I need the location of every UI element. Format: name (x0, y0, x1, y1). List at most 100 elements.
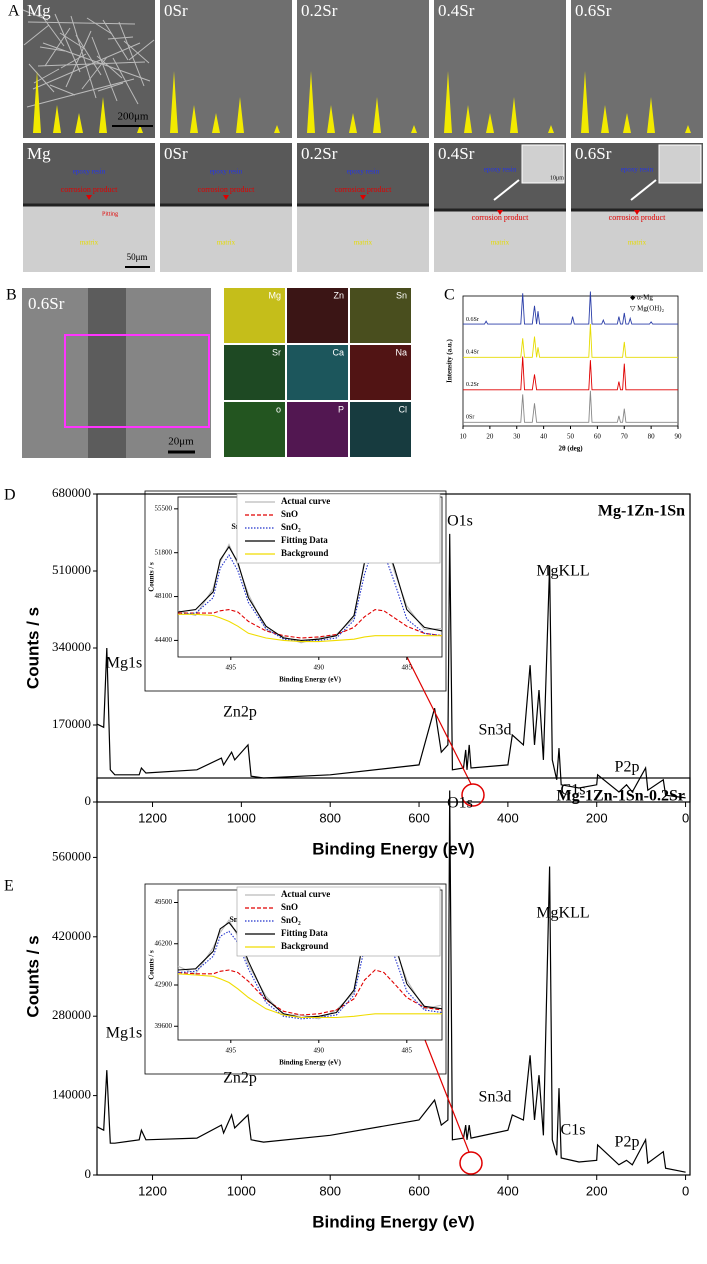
series-line (177, 540, 443, 643)
y-tick-label: 510000 (52, 562, 91, 577)
annotation-pitting: Pitting (102, 211, 118, 217)
arrow-marker (360, 195, 366, 200)
sample-label: 0.6Sr (575, 1, 612, 20)
panel-label: E (4, 878, 14, 895)
annotation-corrosion: corrosion product (472, 213, 529, 222)
x-tick-label: 0 (682, 1183, 689, 1198)
peak-label: Mg1s (106, 1025, 142, 1042)
peak-label: MgKLL (536, 563, 589, 580)
y-axis-label: Counts / s (23, 607, 42, 689)
y-axis-label: Counts / s (148, 950, 156, 980)
sem-image (160, 0, 292, 138)
element-label: Mg (268, 290, 281, 300)
x-tick-label: 200 (586, 1183, 608, 1198)
texture (70, 15, 97, 99)
x-axis-label: Binding Energy (eV) (312, 1212, 474, 1231)
series-line (463, 291, 678, 325)
eds-spectrum (438, 71, 554, 133)
x-tick-label: 490 (314, 664, 325, 672)
y-tick-label: 420000 (52, 928, 91, 943)
element-map (287, 345, 348, 400)
element-map-bg (224, 402, 285, 457)
y-axis-label: Counts / s (148, 562, 156, 592)
annotation-epoxy: epoxy resin (73, 168, 106, 176)
corrosion-layer (88, 288, 126, 458)
panel-label: A (8, 3, 20, 20)
x-tick-label: 485 (402, 664, 413, 672)
texture (39, 46, 66, 52)
peak-label: O1s (447, 513, 473, 530)
arrow-marker (86, 195, 92, 200)
eds-spectrum (301, 71, 417, 133)
y-tick-label: 560000 (52, 848, 91, 863)
eds-spectrum (575, 71, 691, 133)
cross-section-resin (160, 143, 292, 205)
sample-label: Mg (27, 1, 51, 20)
series-line (178, 609, 443, 639)
sample-label: 0.6Sr (575, 144, 612, 163)
legend-entry: SnO₂ (281, 522, 301, 532)
texture (23, 24, 50, 46)
element-map (287, 402, 348, 457)
element-map (224, 402, 285, 457)
y-tick-label: 51800 (155, 548, 173, 556)
series-line (463, 390, 678, 423)
x-tick-label: 400 (497, 1183, 519, 1198)
series-label: 0.4Sr (466, 349, 479, 355)
texture (44, 27, 71, 67)
texture (86, 17, 113, 35)
peak-label: Mg1s (106, 655, 142, 672)
y-tick-label: 0 (85, 793, 92, 808)
peak-label: Zn2p (223, 704, 257, 721)
x-tick-label: 200 (586, 810, 608, 825)
peak-label: Sn3d (479, 722, 512, 739)
y-tick-label: 340000 (52, 639, 91, 654)
element-label: P (338, 404, 344, 414)
x-tick-label: 30 (513, 433, 521, 441)
element-label: Na (395, 347, 407, 357)
element-map (287, 288, 348, 343)
panel-label: D (4, 487, 16, 504)
legend-entry: Actual curve (281, 889, 330, 899)
texture (91, 36, 118, 102)
x-tick-label: 600 (408, 1183, 430, 1198)
texture (49, 84, 76, 96)
texture (118, 21, 145, 87)
highlight-arrow (406, 656, 472, 785)
x-tick-label: 800 (319, 1183, 341, 1198)
x-axis-label: Binding Energy (eV) (279, 676, 342, 684)
cross-section-matrix (297, 205, 429, 272)
arrow-marker (634, 210, 640, 215)
highlight-circle (461, 783, 485, 807)
element-label: Sr (272, 347, 281, 357)
series-line (177, 969, 443, 1016)
texture (28, 63, 55, 93)
x-tick-label: 60 (594, 433, 602, 441)
annotation-matrix: matrix (354, 239, 373, 247)
element-map (350, 288, 411, 343)
element-map (350, 345, 411, 400)
annotation-epoxy: epoxy resin (210, 168, 243, 176)
arrow-marker (497, 210, 503, 215)
element-label: Sn (396, 290, 407, 300)
cross-section-matrix (434, 210, 566, 272)
element-map-bg (287, 345, 348, 400)
legend-entry: SnO (281, 902, 298, 912)
texture (60, 53, 87, 69)
arrow-marker (223, 195, 229, 200)
eds-spectrum (27, 71, 143, 133)
chart-title: Mg-1Zn-1Sn (598, 503, 685, 520)
legend-entry: Actual curve (281, 496, 330, 506)
panel-label: B (6, 287, 17, 304)
series-line (178, 613, 442, 643)
x-tick-label: 400 (497, 810, 519, 825)
y-tick-label: 170000 (52, 716, 91, 731)
legend-box (236, 493, 441, 564)
series-label: 0Sr (466, 414, 474, 420)
annotation-corrosion: corrosion product (609, 213, 666, 222)
element-map-bg (224, 345, 285, 400)
element-map (224, 345, 285, 400)
annotation-matrix: matrix (491, 239, 510, 247)
spectrum-line (96, 790, 686, 1173)
